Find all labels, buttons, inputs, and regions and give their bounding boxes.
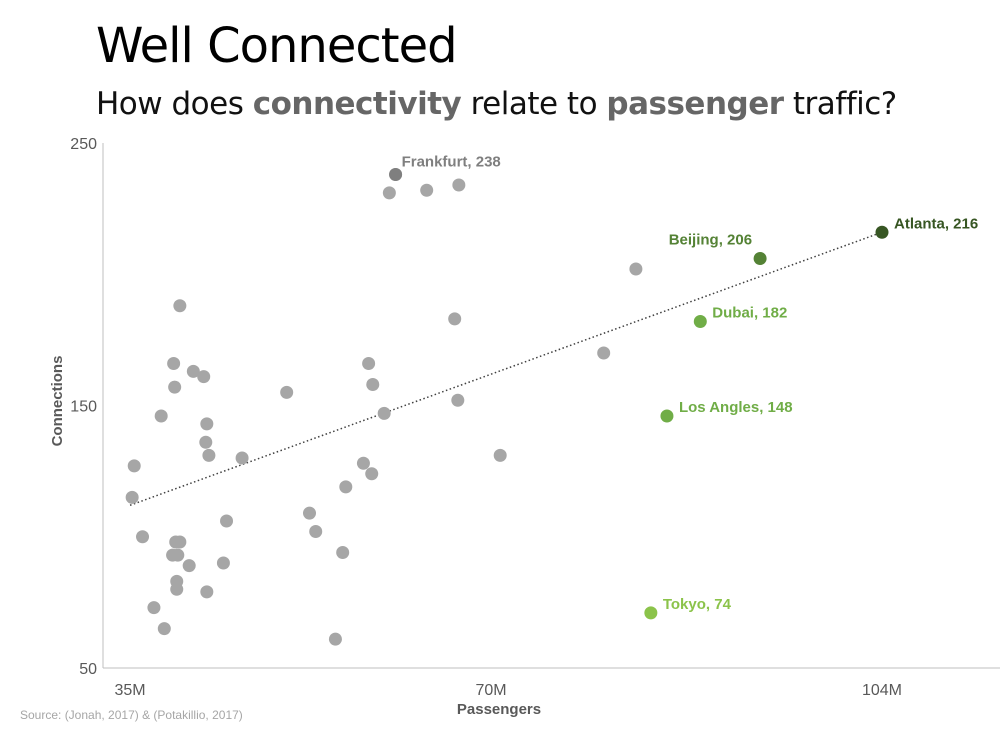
highlighted-point [389,168,403,181]
data-point [328,632,342,646]
y-tick-label: 50 [79,661,97,678]
data-point [136,530,150,544]
x-axis-title: Passengers [457,701,541,718]
subtitle-text-2: relate to [461,86,607,122]
data-point [365,467,379,481]
page-title: Well Connected [96,18,458,74]
highlighted-point [660,409,674,423]
data-point [197,370,211,384]
data-point [420,183,434,197]
data-point [216,556,230,570]
source-note: Source: (Jonah, 2017) & (Potakillio, 201… [20,708,243,722]
data-point [182,559,196,573]
data-point [173,299,187,313]
data-point [303,506,316,520]
data-point [309,525,323,538]
data-point [157,622,171,636]
data-point [362,357,376,370]
page-subtitle: How does connectivity relate to passenge… [96,86,897,122]
data-point [356,456,370,470]
data-point [199,435,213,449]
data-point [629,262,643,276]
point-label: Dubai, 182 [712,305,787,322]
highlighted-point [644,606,658,620]
data-point [451,393,465,407]
x-tick-label: 35M [114,682,145,699]
subtitle-text-1: How does [96,86,253,122]
data-point [200,585,214,599]
highlighted-point [875,225,889,239]
data-point [280,385,294,399]
highlighted-point [693,315,707,328]
data-point [452,178,466,192]
x-tick-label: 70M [475,682,506,699]
data-point [154,409,168,423]
data-point [170,582,184,596]
data-point [173,535,187,549]
subtitle-highlight-connectivity: connectivity [252,86,462,122]
highlighted-point [753,252,767,265]
data-point [200,417,214,431]
point-label: Beijing, 206 [669,232,752,249]
data-point [171,548,185,562]
data-point [366,378,380,391]
y-tick-label: 150 [70,399,97,416]
data-point [202,448,216,462]
data-point [125,490,139,504]
data-point [336,546,350,559]
data-point [127,459,141,473]
data-point [448,312,462,326]
data-point [147,601,161,615]
point-label: Frankfurt, 238 [402,154,501,171]
data-point [220,514,234,528]
data-point [167,357,181,370]
subtitle-text-3: traffic? [783,86,897,122]
data-point [186,364,200,378]
subtitle-highlight-passenger: passenger [606,86,784,122]
data-point [377,406,391,420]
data-point [235,451,249,465]
point-label: Atlanta, 216 [894,215,978,232]
y-tick-label: 250 [70,136,97,153]
data-point [382,186,396,200]
point-label: Los Angles, 148 [679,399,793,416]
data-point [493,448,507,462]
y-axis-title: Connections [49,356,66,447]
x-tick-label: 104M [862,682,902,699]
data-point [597,346,611,360]
data-point [168,380,182,394]
point-label: Tokyo, 74 [663,596,732,613]
trendline [129,231,883,506]
data-point [339,480,353,494]
